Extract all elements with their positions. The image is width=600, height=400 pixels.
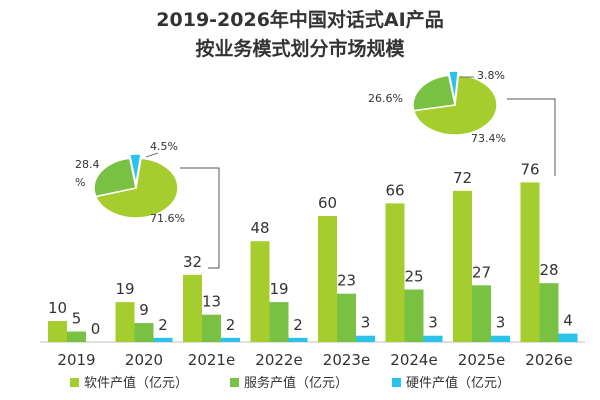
legend-label-0: 软件产值（亿元） (84, 375, 188, 391)
pie-2021e: 71.6% 28.4% 4.5% (75, 140, 220, 269)
bar-value-label-2024e-series-0: 66 (385, 181, 404, 199)
pie-slice-2021e-2 (128, 153, 142, 185)
pie-slice-2026e-2 (447, 70, 460, 102)
bar-value-label-2019-series-0: 10 (48, 299, 67, 317)
pie-label-2021e-1-suffix: % (75, 176, 85, 189)
bar-value-label-2020-series-0: 19 (115, 280, 134, 298)
bar-2025e-series-1 (472, 285, 491, 342)
bar-value-label-2025e-series-2: 3 (496, 314, 506, 332)
x-tick-label-2020: 2020 (125, 351, 163, 369)
bar-value-label-2020-series-2: 2 (158, 316, 168, 334)
pie-group: 71.6% 28.4% 4.5% 73.4% 26.6% 3.8% (75, 69, 556, 269)
x-tick-label-2024e: 2024e (390, 351, 437, 369)
bar-value-label-2023e-series-2: 3 (361, 314, 371, 332)
bar-2019-series-1 (67, 331, 86, 342)
bar-2026e-series-2 (558, 333, 578, 342)
bar-value-label-2022e-series-1: 19 (269, 280, 288, 298)
bar-2024e-series-0 (385, 203, 405, 342)
pie-label-tick-2021e (145, 152, 159, 158)
pie-slice-2021e-0 (94, 157, 179, 219)
pie-leader-line-2021e (180, 167, 220, 269)
pie-label-2026e-0: 73.4% (471, 132, 506, 145)
x-tick-label-2023e: 2023e (323, 351, 370, 369)
bar-2022e-series-2 (288, 337, 308, 342)
bar-value-label-2024e-series-2: 3 (428, 314, 438, 332)
chart-title-line2: 按业务模式划分市场规模 (195, 37, 405, 60)
bar-value-label-2019-series-1: 5 (72, 310, 82, 328)
bar-value-label-2021e-series-0: 32 (183, 253, 202, 271)
pie-label-2021e-1: 28.4 (75, 158, 100, 171)
bar-value-label-2020-series-1: 9 (139, 301, 149, 319)
bar-2021e-series-2 (221, 337, 240, 342)
pie-leader-line-2026e (507, 98, 556, 176)
bar-2023e-series-2 (356, 335, 375, 342)
bar-value-label-2019-series-2: 0 (91, 320, 101, 338)
x-tick-label-2022e: 2022e (255, 351, 302, 369)
bar-2019-series-0 (48, 321, 67, 342)
bar-value-label-2026e-series-0: 76 (520, 160, 539, 178)
bar-value-label-2022e-series-2: 2 (293, 316, 303, 334)
bar-2020-series-0 (115, 302, 135, 342)
bar-value-label-2021e-series-2: 2 (226, 316, 236, 334)
bar-value-label-2026e-series-1: 28 (539, 261, 558, 279)
legend: 软件产值（亿元） 服务产值（亿元） 硬件产值（亿元） (70, 375, 510, 391)
pie-label-2026e-2: 3.8% (477, 69, 505, 82)
bar-value-label-2024e-series-1: 25 (404, 268, 423, 286)
bar-2024e-series-2 (423, 335, 443, 342)
bar-value-label-2022e-series-0: 48 (250, 219, 269, 237)
bar-2025e-series-2 (491, 335, 510, 342)
legend-swatch-2 (392, 378, 401, 387)
bar-2023e-series-1 (337, 293, 356, 342)
pie-2026e: 73.4% 26.6% 3.8% (368, 69, 556, 176)
bar-2024e-series-1 (404, 289, 424, 342)
pie-label-2021e-2: 4.5% (150, 140, 178, 153)
x-tick-label-2025e: 2025e (458, 351, 505, 369)
x-tick-label-2021e: 2021e (188, 351, 235, 369)
chart-title-line1: 2019-2026年中国对话式AI产品 (156, 8, 443, 31)
bar-2021e-series-0 (183, 274, 202, 342)
x-tick-label-2019: 2019 (57, 351, 95, 369)
legend-label-1: 服务产值（亿元） (244, 375, 348, 391)
bar-2023e-series-0 (318, 216, 337, 342)
bar-2022e-series-0 (250, 241, 270, 342)
bar-2026e-series-0 (520, 182, 540, 342)
pie-label-2026e-1: 26.6% (368, 92, 403, 105)
bar-2020-series-1 (134, 323, 154, 342)
bar-value-label-2021e-series-1: 13 (202, 293, 221, 311)
legend-swatch-1 (230, 378, 239, 387)
legend-label-2: 硬件产值（亿元） (406, 375, 510, 391)
bar-2021e-series-1 (202, 314, 221, 342)
bar-value-label-2025e-series-1: 27 (472, 263, 491, 281)
bar-2020-series-2 (153, 337, 173, 342)
bar-2026e-series-1 (539, 283, 559, 342)
bar-2025e-series-0 (453, 190, 472, 342)
bar-value-label-2023e-series-0: 60 (318, 194, 337, 212)
bar-value-label-2025e-series-0: 72 (453, 169, 472, 187)
bar-value-label-2026e-series-2: 4 (563, 312, 573, 330)
pie-label-2021e-0: 71.6% (150, 212, 185, 225)
bar-group: 1050201919922020321322021e481922022e6023… (40, 160, 585, 369)
pie-slice-2026e-1 (412, 74, 456, 112)
bar-2022e-series-1 (269, 302, 289, 342)
pie-slice-2021e-1 (93, 157, 137, 198)
bar-value-label-2023e-series-1: 23 (337, 272, 356, 290)
x-tick-label-2026e: 2026e (525, 351, 572, 369)
legend-swatch-0 (70, 378, 79, 387)
